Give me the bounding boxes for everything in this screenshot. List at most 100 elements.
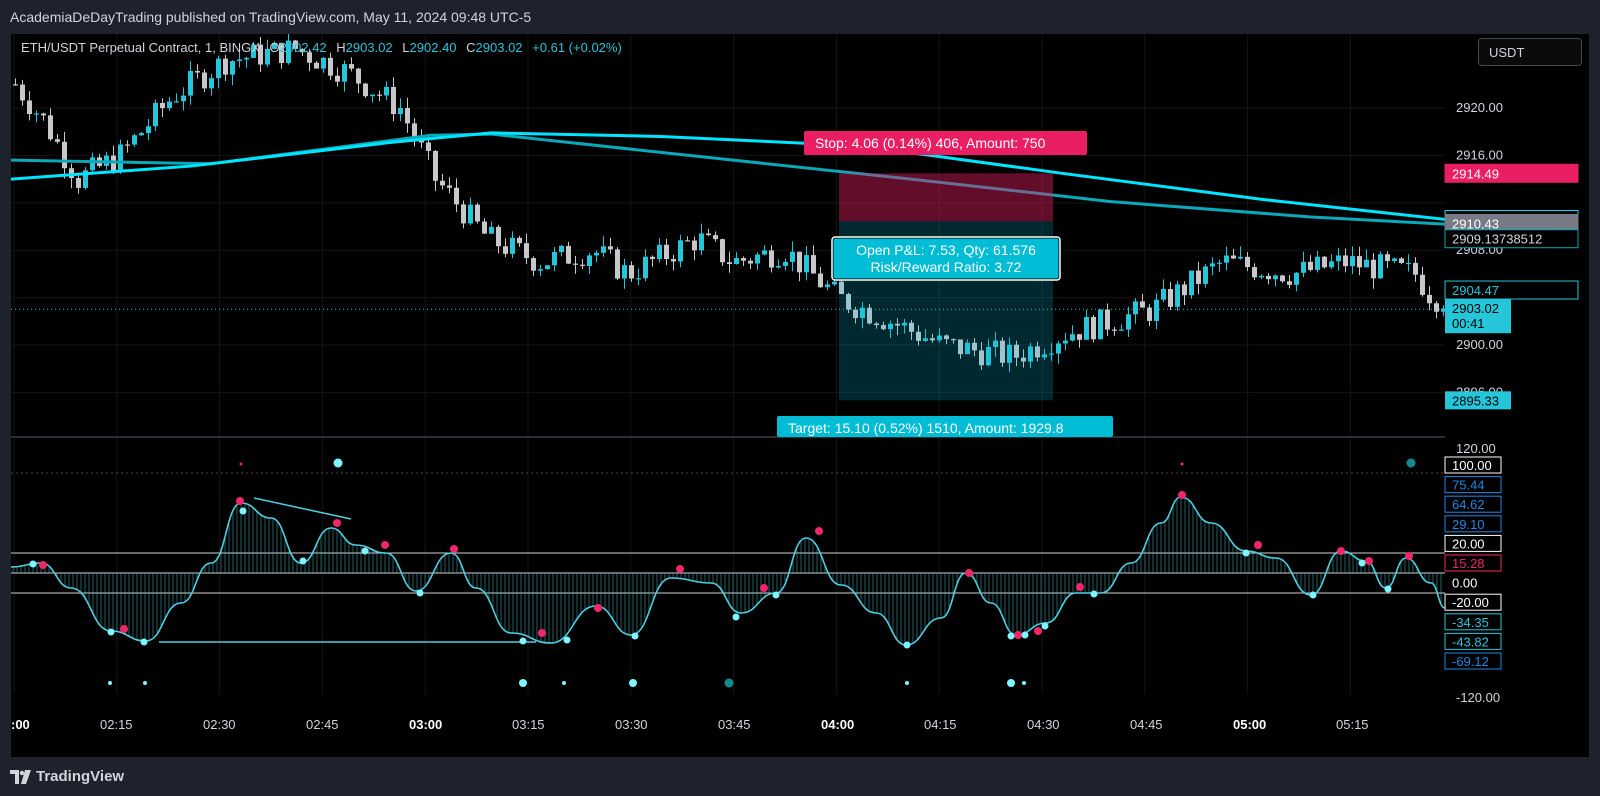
ma-slow-badge: 2909.13738512 bbox=[1452, 232, 1542, 247]
candle-body bbox=[748, 260, 753, 264]
candle-body bbox=[1406, 262, 1411, 265]
legend-low-value: 2902.40 bbox=[409, 40, 457, 55]
osc-marker-teal bbox=[563, 636, 571, 644]
candle-body bbox=[503, 246, 508, 254]
legend-high-value: 2903.02 bbox=[345, 40, 393, 55]
candle-body bbox=[433, 150, 438, 181]
candle-body bbox=[776, 265, 781, 268]
chart-area[interactable]: Stop: 4.06 (0.14%) 406, Amount: 750 Open … bbox=[11, 34, 1589, 757]
candle-body bbox=[146, 126, 151, 134]
osc-marker-teal bbox=[239, 507, 247, 515]
target-price-badge: 2895.33 bbox=[1452, 393, 1499, 408]
signal-dot bbox=[1180, 462, 1184, 466]
candle-body bbox=[538, 269, 543, 271]
osc-marker-teal bbox=[416, 589, 424, 597]
osc-marker-teal bbox=[1384, 585, 1392, 593]
candle-body bbox=[1091, 316, 1096, 340]
osc-badge: 100.00 bbox=[1452, 458, 1492, 473]
osc-badge: -20.00 bbox=[1452, 595, 1489, 610]
brand-text: TradingView bbox=[36, 768, 125, 785]
chart-svg[interactable]: Stop: 4.06 (0.14%) 406, Amount: 750 Open … bbox=[11, 34, 1589, 757]
candle-body bbox=[426, 142, 431, 151]
candle-body bbox=[377, 94, 382, 96]
osc-badge-bg bbox=[1444, 652, 1502, 670]
oscillator-line bbox=[11, 496, 1446, 646]
osc-marker-pink bbox=[381, 541, 389, 549]
target-price-badge-bg bbox=[1445, 391, 1511, 410]
candle-body bbox=[1098, 309, 1103, 340]
candle-body bbox=[223, 58, 228, 75]
candle-body bbox=[1126, 314, 1131, 330]
candle-body bbox=[811, 255, 816, 274]
osc-marker-pink bbox=[1365, 557, 1373, 565]
candle-body bbox=[76, 178, 81, 188]
signal-dot bbox=[1406, 458, 1416, 468]
candle-body bbox=[181, 95, 186, 102]
candle-body bbox=[1042, 354, 1047, 358]
candle-body bbox=[272, 42, 277, 49]
candle-body bbox=[139, 133, 144, 136]
candle-body bbox=[972, 342, 977, 351]
candle-body bbox=[363, 83, 368, 97]
candle-body bbox=[1252, 267, 1257, 278]
osc-badge: -69.12 bbox=[1452, 654, 1489, 669]
candle-body bbox=[1007, 344, 1012, 363]
osc-marker-pink bbox=[333, 519, 341, 527]
candle-body bbox=[965, 342, 970, 355]
candle-body bbox=[818, 273, 823, 288]
moving-average-fast-line bbox=[11, 131, 1446, 221]
candle-body bbox=[405, 108, 410, 124]
entry-price-badge: 2910.43 bbox=[1452, 216, 1499, 231]
footer: TradingView bbox=[0, 757, 1600, 796]
candle-body bbox=[34, 113, 39, 115]
signal-dot bbox=[333, 458, 343, 468]
osc-badge-bg bbox=[1444, 495, 1502, 513]
signal-dot-bottom bbox=[562, 681, 566, 685]
candle-body bbox=[685, 240, 690, 242]
candle-body bbox=[48, 115, 53, 140]
candle-body bbox=[573, 263, 578, 265]
osc-badge: 29.10 bbox=[1452, 517, 1485, 532]
osc-marker-pink bbox=[1405, 552, 1413, 560]
tradingview-logo[interactable]: TradingView bbox=[10, 768, 124, 785]
candle-body bbox=[1168, 289, 1173, 307]
candle-body bbox=[1371, 259, 1376, 279]
candle-body bbox=[552, 252, 557, 266]
osc-marker-pink bbox=[1076, 583, 1084, 591]
candle-body bbox=[125, 144, 130, 146]
candle-body bbox=[335, 75, 340, 82]
candle-body bbox=[13, 84, 18, 86]
candle-body bbox=[755, 254, 760, 264]
candle-body bbox=[958, 339, 963, 355]
candle-body bbox=[986, 346, 991, 366]
candle-body bbox=[734, 258, 739, 265]
candle-body bbox=[594, 252, 599, 256]
candle-body bbox=[1427, 294, 1432, 304]
osc-marker-pink bbox=[450, 545, 458, 553]
candle-body bbox=[993, 340, 998, 347]
candle-body bbox=[846, 294, 851, 310]
candle-body bbox=[727, 262, 732, 265]
pnl-box-fill bbox=[833, 238, 1059, 279]
candle-body bbox=[1147, 307, 1152, 321]
time-axis-label: 04:00 bbox=[821, 717, 854, 732]
candle-body bbox=[951, 339, 956, 341]
candle-body bbox=[804, 255, 809, 273]
candle-body bbox=[461, 204, 466, 224]
currency-button[interactable]: USDT bbox=[1478, 38, 1582, 66]
candle-body bbox=[1021, 357, 1026, 362]
ma-slow-badge-bg bbox=[1444, 229, 1579, 249]
candle-body bbox=[1112, 329, 1117, 331]
stop-zone bbox=[839, 173, 1053, 222]
legend-low-label: L bbox=[402, 40, 410, 55]
candle-body bbox=[1259, 275, 1264, 278]
candle-body bbox=[370, 94, 375, 97]
candle-body bbox=[62, 141, 67, 169]
osc-badge-bg bbox=[1444, 476, 1502, 494]
osc-marker-teal bbox=[903, 641, 911, 649]
osc-badge: 20.00 bbox=[1452, 536, 1485, 551]
time-axis-label: 05:00 bbox=[1233, 717, 1266, 732]
candle-body bbox=[1336, 255, 1341, 262]
candle-body bbox=[1420, 274, 1425, 295]
oscillator-histogram bbox=[12, 497, 1442, 645]
